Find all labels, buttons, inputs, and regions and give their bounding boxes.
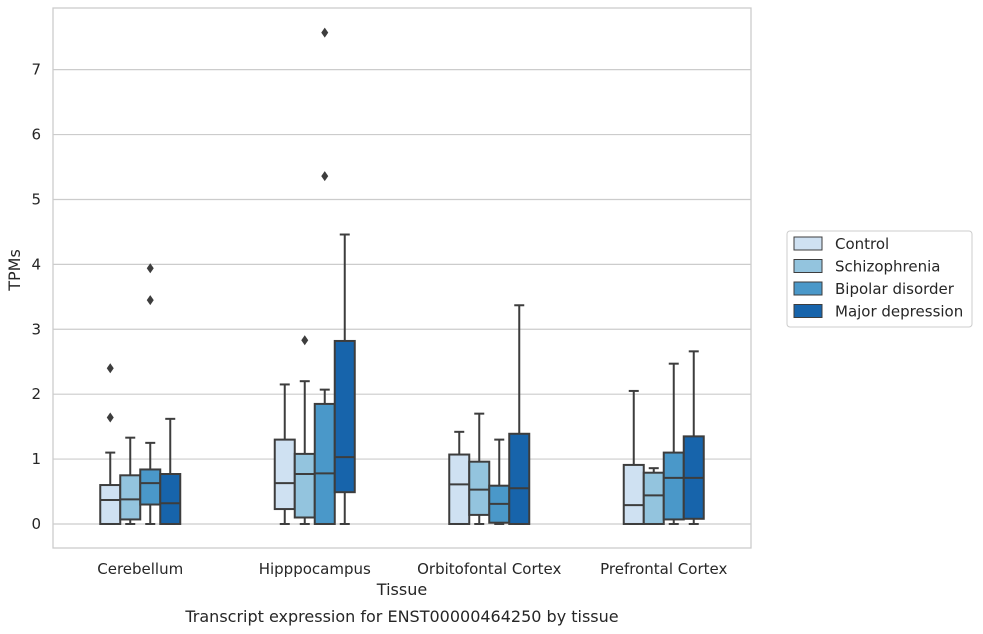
box-mark	[159, 417, 182, 525]
x-axis-title: Tissue	[376, 580, 427, 599]
box-mark	[293, 335, 316, 525]
legend-swatch	[793, 259, 823, 273]
outlier-point	[106, 412, 114, 423]
box-mark	[313, 27, 336, 525]
box-mark	[273, 383, 296, 525]
plot-area-frame	[52, 7, 752, 549]
series-schizophrenia	[119, 335, 665, 525]
y-axis-title: TPMs	[5, 249, 24, 292]
y-tick-label: 7	[31, 61, 41, 79]
box-mark	[119, 436, 142, 525]
box-body	[642, 471, 665, 525]
y-tick-label: 1	[31, 450, 41, 468]
x-tick-label: Prefrontal Cortex	[600, 560, 727, 578]
box-mark	[468, 412, 491, 525]
outlier-point	[106, 363, 114, 374]
box-mark	[99, 363, 122, 525]
box-body	[662, 451, 685, 521]
legend-frame	[786, 230, 973, 328]
box-body	[508, 432, 531, 525]
legend: Control Schizophrenia Bipolar disorder Majo…	[786, 230, 973, 328]
box-mark	[448, 430, 471, 525]
y-tick-label: 5	[31, 190, 41, 208]
x-tick-label: Orbitofontal Cortex	[417, 560, 561, 578]
box-body	[273, 438, 296, 511]
outlier-point	[321, 27, 329, 38]
x-tick-label: Cerebellum	[97, 560, 183, 578]
series-bipolar-disorder	[139, 27, 685, 525]
legend-swatch	[793, 304, 823, 318]
y-tick-label: 3	[31, 320, 41, 338]
outlier-point	[321, 171, 329, 182]
legend-label: Control	[835, 235, 889, 253]
series-control	[99, 363, 645, 525]
box-body	[622, 463, 645, 525]
outlier-point	[301, 335, 309, 346]
box-body	[139, 468, 162, 506]
legend-label: Bipolar disorder	[835, 280, 955, 298]
grid-lines	[53, 69, 751, 525]
x-tick-label: Hipppocampus	[259, 560, 371, 578]
outlier-point	[146, 263, 154, 274]
box-mark	[642, 467, 665, 525]
box-mark	[662, 362, 685, 525]
legend-label: Major depression	[835, 303, 963, 321]
box-body	[333, 339, 356, 494]
box-body	[293, 452, 316, 519]
series-major-depression	[159, 233, 705, 525]
box-body	[448, 453, 471, 525]
box-mark	[622, 389, 645, 525]
box-body	[159, 473, 182, 525]
y-tick-label: 6	[31, 126, 41, 144]
box-mark	[333, 233, 356, 525]
y-tick-label: 4	[31, 255, 41, 273]
y-tick-label: 0	[31, 515, 41, 533]
box-series	[99, 27, 705, 525]
y-axis-ticks: 0 1 2 3 4 5 6 7	[31, 61, 41, 533]
outlier-point	[146, 295, 154, 306]
legend-swatch	[793, 236, 823, 251]
y-tick-label: 2	[31, 385, 41, 403]
box-body	[313, 402, 336, 525]
legend-swatch	[793, 281, 823, 296]
box-mark	[488, 438, 511, 525]
x-axis-ticks: Cerebellum Hipppocampus Orbitofontal Corte…	[97, 560, 727, 578]
box-body	[468, 460, 491, 516]
box-mark	[508, 304, 531, 525]
box-mark	[139, 263, 162, 525]
box-body	[119, 474, 142, 521]
legend-label: Schizophrenia	[835, 258, 940, 276]
chart-caption: Transcript expression for ENST0000046425…	[184, 607, 618, 626]
box-mark	[682, 350, 705, 525]
box-body	[99, 484, 122, 525]
